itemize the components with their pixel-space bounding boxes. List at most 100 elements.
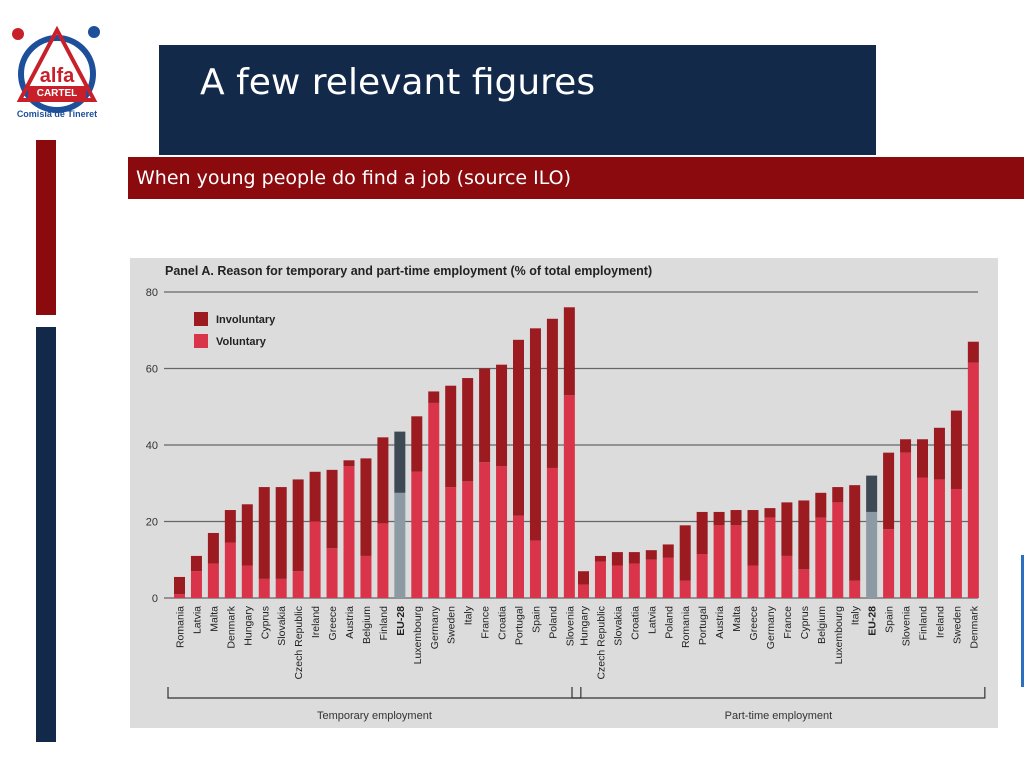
- x-tick-label: Luxembourg: [412, 606, 424, 665]
- right-edge-accent: [1021, 555, 1024, 687]
- bar-involuntary: [645, 550, 657, 560]
- slide-title: A few relevant figures: [200, 62, 596, 103]
- bar-involuntary: [679, 525, 691, 581]
- bar-involuntary: [207, 532, 219, 564]
- bar-involuntary: [730, 510, 742, 526]
- bar-voluntary: [679, 580, 691, 598]
- bar-voluntary: [377, 523, 389, 598]
- bar-voluntary: [174, 594, 185, 598]
- bar-involuntary: [815, 492, 827, 518]
- y-tick-label: 0: [152, 593, 158, 605]
- bar-voluntary: [258, 578, 270, 598]
- bar-involuntary: [563, 307, 575, 396]
- bar-involuntary: [394, 431, 406, 493]
- bar-voluntary: [394, 492, 406, 598]
- bar-involuntary: [377, 437, 389, 524]
- y-tick-label: 60: [146, 364, 158, 376]
- bar-voluntary: [917, 477, 928, 598]
- x-tick-label: Latvia: [191, 606, 203, 634]
- title-banner: [159, 45, 876, 155]
- x-tick-label: Czech Republic: [293, 606, 305, 680]
- x-tick-label: Romania: [175, 606, 187, 648]
- bar-voluntary: [883, 529, 895, 598]
- bar-involuntary: [258, 487, 270, 579]
- bar-involuntary: [445, 385, 457, 488]
- bar-voluntary: [309, 521, 321, 598]
- x-tick-label: Slovakia: [276, 606, 288, 646]
- person-head-icon: [88, 26, 100, 38]
- bar-voluntary: [764, 517, 776, 598]
- bar-involuntary: [326, 469, 338, 549]
- x-tick-label: Poland: [547, 606, 559, 639]
- bar-voluntary: [343, 466, 355, 598]
- x-tick-label: Slovenia: [901, 606, 913, 646]
- bar-involuntary: [611, 552, 623, 566]
- y-tick-label: 80: [146, 287, 158, 299]
- x-tick-label: Luxembourg: [833, 606, 845, 665]
- group-label: Part-time employment: [725, 710, 833, 722]
- bar-involuntary: [174, 576, 185, 595]
- bar-voluntary: [529, 540, 541, 598]
- bar-voluntary: [866, 511, 878, 598]
- bar-voluntary: [479, 462, 491, 598]
- x-tick-label: Denmark: [225, 605, 237, 648]
- x-tick-label: Italy: [850, 605, 862, 625]
- bar-voluntary: [730, 525, 742, 598]
- bar-involuntary: [764, 508, 776, 518]
- bar-voluntary: [747, 565, 759, 598]
- bar-involuntary: [933, 427, 945, 480]
- subtitle-banner: [128, 157, 1024, 199]
- x-tick-label: EU-28: [395, 606, 407, 636]
- x-tick-label: France: [480, 606, 492, 639]
- bar-voluntary: [462, 481, 474, 598]
- bar-involuntary: [462, 378, 474, 482]
- bar-involuntary: [781, 502, 793, 556]
- x-tick-label: Germany: [765, 605, 777, 649]
- bar-voluntary: [241, 565, 253, 598]
- bar-voluntary: [628, 563, 640, 598]
- bar-voluntary: [445, 487, 457, 598]
- legend-label-involuntary: Involuntary: [216, 314, 276, 326]
- bar-involuntary: [578, 571, 589, 585]
- bar-involuntary: [411, 416, 423, 472]
- x-tick-label: Austria: [344, 606, 356, 639]
- bar-involuntary: [849, 485, 861, 581]
- x-tick-label: Portugal: [697, 606, 709, 645]
- y-tick-label: 20: [146, 517, 158, 529]
- bar-voluntary: [967, 362, 979, 598]
- bar-involuntary: [917, 439, 928, 478]
- bar-involuntary: [950, 410, 962, 489]
- bar-voluntary: [360, 555, 372, 598]
- bar-voluntary: [611, 565, 623, 598]
- alfa-cartel-logo: alfa CARTEL Comisia de Tineret: [10, 22, 104, 122]
- y-tick-label: 40: [146, 440, 158, 452]
- bar-voluntary: [207, 563, 219, 598]
- x-tick-label: Finland: [918, 606, 930, 641]
- chart-svg: Panel A. Reason for temporary and part-t…: [146, 264, 986, 722]
- bar-involuntary: [190, 555, 202, 572]
- bar-voluntary: [781, 555, 793, 598]
- x-tick-label: Croatia: [629, 606, 641, 640]
- logo-ring-text: Comisia de Tineret: [17, 109, 97, 119]
- x-tick-label: Slovakia: [612, 606, 624, 646]
- bar-involuntary: [275, 487, 287, 579]
- bar-voluntary: [578, 584, 589, 598]
- bar-voluntary: [696, 554, 708, 598]
- group-bracket: [167, 687, 582, 699]
- x-tick-label: Denmark: [968, 605, 980, 648]
- bar-voluntary: [411, 471, 423, 598]
- group-label: Temporary employment: [317, 710, 432, 722]
- bar-involuntary: [628, 552, 640, 564]
- bar-voluntary: [849, 580, 861, 598]
- logo-sub-text: CARTEL: [37, 88, 78, 99]
- bar-involuntary: [696, 511, 708, 555]
- bar-involuntary: [309, 471, 321, 522]
- bar-voluntary: [815, 517, 827, 598]
- logo-main-text: alfa: [40, 65, 75, 87]
- x-tick-label: Sweden: [446, 606, 458, 644]
- x-tick-label: Cyprus: [259, 606, 271, 639]
- bar-involuntary: [546, 318, 558, 468]
- x-tick-label: France: [782, 606, 794, 639]
- legend-label-voluntary: Voluntary: [216, 336, 267, 348]
- bar-voluntary: [428, 402, 440, 598]
